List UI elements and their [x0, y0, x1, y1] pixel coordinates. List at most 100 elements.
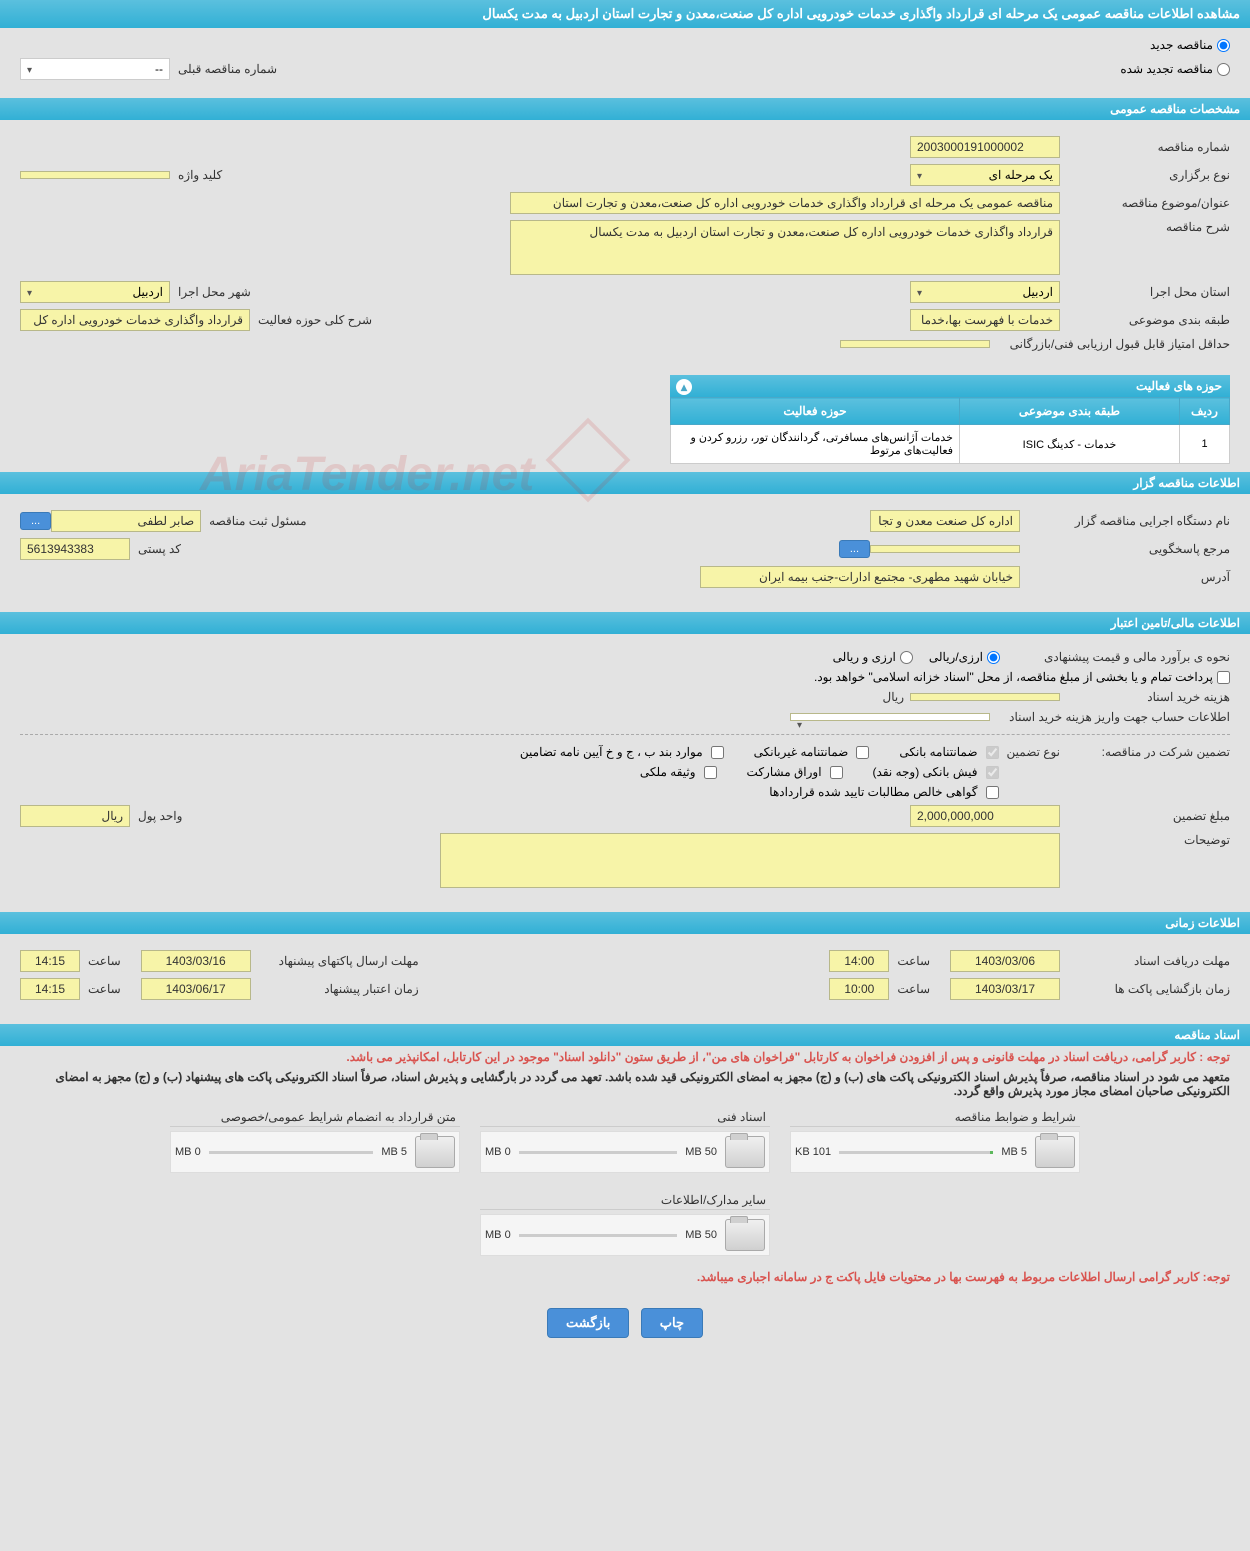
section-financial: اطلاعات مالی/تامین اعتبار — [0, 612, 1250, 634]
doc-item[interactable]: سایر مدارک/اطلاعات 50 MB 0 MB — [480, 1193, 770, 1256]
type-value: یک مرحله ای — [989, 168, 1053, 182]
category-field[interactable]: خدمات با فهرست بها،خدما — [910, 309, 1060, 331]
type-select[interactable]: یک مرحله ای ▾ — [910, 164, 1060, 186]
doc-max: 5 MB — [1001, 1146, 1027, 1158]
account-select[interactable]: ▾ — [790, 713, 990, 721]
currency-radio-2[interactable]: ارزی و ریالی — [833, 650, 913, 664]
prev-tender-select[interactable]: -- ▾ — [20, 58, 170, 80]
gtype3[interactable]: موارد بند ب ، ج و خ آیین نامه تضامین — [520, 745, 724, 759]
radio-renewed-label: مناقصه تجدید شده — [1120, 62, 1213, 76]
submit-deadline-time[interactable]: 14:15 — [20, 950, 80, 972]
doc-bar: 5 MB 0 MB — [175, 1146, 407, 1158]
min-score-field[interactable] — [840, 340, 990, 348]
money-unit-field[interactable]: ریال — [20, 805, 130, 827]
reg-officer-field[interactable]: صابر لطفی — [51, 510, 201, 532]
open-date[interactable]: 1403/03/17 — [950, 978, 1060, 1000]
doc-max: 50 MB — [685, 1229, 717, 1241]
radio-renewed-input[interactable] — [1217, 63, 1230, 76]
gtype2[interactable]: ضمانتنامه غیربانکی — [754, 745, 870, 759]
curr-radio1-input[interactable] — [987, 651, 1000, 664]
radio-renewed-tender[interactable]: مناقصه تجدید شده — [1120, 62, 1230, 76]
print-button[interactable]: چاپ — [641, 1308, 703, 1338]
open-time[interactable]: 10:00 — [829, 978, 889, 1000]
gtype5[interactable]: اوراق مشارکت — [747, 765, 843, 779]
doc-bar: 50 MB 0 MB — [485, 1146, 717, 1158]
keyword-field[interactable] — [20, 171, 170, 179]
time-label-1: ساعت — [897, 954, 930, 968]
contact-field[interactable] — [870, 545, 1020, 553]
activity-table-title: حوزه های فعالیت ▴ — [670, 375, 1230, 397]
keyword-label: کلید واژه — [178, 168, 222, 182]
doc-title: سایر مدارک/اطلاعات — [480, 1193, 770, 1210]
tender-no-label: شماره مناقصه — [1070, 140, 1230, 154]
folder-icon[interactable] — [725, 1219, 765, 1251]
gtype4[interactable]: فیش بانکی (وجه نقد) — [873, 765, 999, 779]
col-scope: حوزه فعالیت — [671, 398, 960, 425]
chevron-down-icon: ▾ — [917, 288, 922, 299]
doc-item[interactable]: شرایط و ضوابط مناقصه 5 MB 101 KB — [790, 1110, 1080, 1173]
doc-cost-label: هزینه خرید اسناد — [1070, 690, 1230, 704]
gtype7[interactable]: گواهی خالص مطالبات تایید شده قراردادها — [769, 785, 998, 799]
doc-bar: 5 MB 101 KB — [795, 1146, 1027, 1158]
doc-size: 0 MB — [485, 1229, 511, 1241]
notes-field[interactable] — [440, 833, 1060, 888]
postal-field[interactable]: 5613943383 — [20, 538, 130, 560]
folder-icon[interactable] — [1035, 1136, 1075, 1168]
category-label: طبقه بندی موضوعی — [1070, 313, 1230, 327]
subject-field[interactable]: مناقصه عمومی یک مرحله ای قرارداد واگذاری… — [510, 192, 1060, 214]
doc-cost-unit: ریال — [882, 690, 904, 704]
city-select[interactable]: اردبیل ▾ — [20, 281, 170, 303]
more-btn-2[interactable]: ... — [839, 540, 870, 558]
doc-deadline-label: مهلت دریافت اسناد — [1070, 954, 1230, 968]
validity-date[interactable]: 1403/06/17 — [141, 978, 251, 1000]
doc-size: 0 MB — [175, 1146, 201, 1158]
doc-title: اسناد فنی — [480, 1110, 770, 1127]
folder-icon[interactable] — [725, 1136, 765, 1168]
guarantee-amount-field[interactable]: 2,000,000,000 — [910, 805, 1060, 827]
validity-time[interactable]: 14:15 — [20, 978, 80, 1000]
province-select[interactable]: اردبیل ▾ — [910, 281, 1060, 303]
general-content: شماره مناقصه 2003000191000002 نوع برگزار… — [0, 120, 1250, 367]
doc-progress — [519, 1234, 678, 1237]
more-btn-1[interactable]: ... — [20, 512, 51, 530]
radio-new-tender[interactable]: مناقصه جدید — [1150, 38, 1230, 52]
doc-warning-1: توجه : کاربر گرامی، دریافت اسناد در مهلت… — [0, 1046, 1250, 1068]
scope-field[interactable]: قرارداد واگذاری خدمات خودرویی اداره کل — [20, 309, 250, 331]
gtype1[interactable]: ضمانتنامه بانکی — [899, 745, 998, 759]
back-button[interactable]: بازگشت — [547, 1308, 629, 1338]
doc-item[interactable]: اسناد فنی 50 MB 0 MB — [480, 1110, 770, 1173]
tender-no-field: 2003000191000002 — [910, 136, 1060, 158]
exec-field[interactable]: اداره کل صنعت معدن و تجا — [870, 510, 1020, 532]
doc-warning-2: توجه: کاربر گرامی ارسال اطلاعات مربوط به… — [0, 1266, 1250, 1288]
curr-radio2-input[interactable] — [900, 651, 913, 664]
doc-deadline-date[interactable]: 1403/03/06 — [950, 950, 1060, 972]
radio-new-input[interactable] — [1217, 39, 1230, 52]
address-field[interactable]: خیابان شهید مطهری- مجتمع ادارات-جنب بیمه… — [700, 566, 1020, 588]
guarantee-type-label: نوع تضمین — [1007, 745, 1060, 759]
financial-content: نحوه ی برآورد مالی و قیمت پیشنهادی ارزی/… — [0, 634, 1250, 904]
doc-cost-field[interactable] — [910, 693, 1060, 701]
notes-label: توضیحات — [1070, 833, 1230, 847]
payment-checkbox[interactable] — [1217, 671, 1230, 684]
doc-progress — [839, 1151, 993, 1154]
submit-deadline-label: مهلت ارسال پاکتهای پیشنهاد — [259, 954, 419, 968]
submit-deadline-date[interactable]: 1403/03/16 — [141, 950, 251, 972]
folder-icon[interactable] — [415, 1136, 455, 1168]
doc-bar: 50 MB 0 MB — [485, 1229, 717, 1241]
doc-body: 50 MB 0 MB — [480, 1131, 770, 1173]
type-label: نوع برگزاری — [1070, 168, 1230, 182]
currency-radio-1[interactable]: ارزی/ریالی — [929, 650, 1000, 664]
doc-max: 50 MB — [685, 1146, 717, 1158]
doc-item[interactable]: متن قرارداد به انضمام شرایط عمومی/خصوصی … — [170, 1110, 460, 1173]
payment-note: پرداخت تمام و یا بخشی از مبلغ مناقصه، از… — [814, 670, 1213, 684]
prev-tender-value: -- — [155, 62, 163, 76]
table-row: 1خدمات - کدینگ ISICخدمات آژانس‌های مسافر… — [671, 425, 1230, 464]
doc-progress — [519, 1151, 678, 1154]
doc-deadline-time[interactable]: 14:00 — [829, 950, 889, 972]
collapse-icon[interactable]: ▴ — [676, 379, 692, 395]
footer-buttons: چاپ بازگشت — [0, 1288, 1250, 1358]
desc-field[interactable]: قرارداد واگذاری خدمات خودرویی اداره کل ص… — [510, 220, 1060, 275]
doc-grid: شرایط و ضوابط مناقصه 5 MB 101 KB اسناد ف… — [0, 1100, 1250, 1266]
doc-body: 50 MB 0 MB — [480, 1214, 770, 1256]
gtype6[interactable]: وثیقه ملکی — [640, 765, 717, 779]
